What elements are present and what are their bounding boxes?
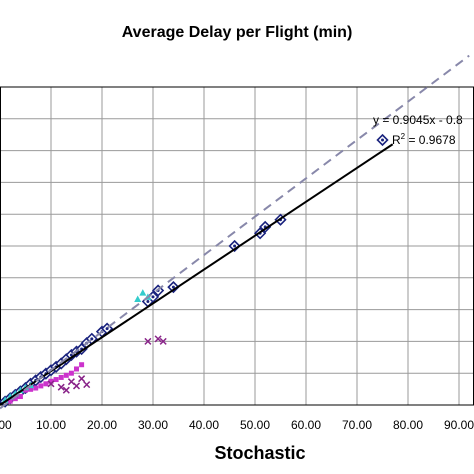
x-point	[159, 337, 167, 345]
square-point	[79, 362, 85, 368]
x-tick-label: 50.00	[240, 418, 270, 432]
diamond-point-center	[151, 295, 155, 299]
diamond-point-center	[146, 300, 150, 304]
square-point	[7, 398, 13, 404]
r-squared-label: R2 = 0.9678	[392, 132, 456, 147]
r-squared-exponent: 2	[401, 132, 406, 141]
r-squared-symbol: R	[392, 133, 401, 147]
square-point	[58, 374, 64, 380]
diamond-point-center	[381, 138, 384, 142]
trend-equation: y = 0.9045x - 0.8	[373, 113, 463, 127]
x-point	[47, 380, 55, 388]
x-tick-label: 30.00	[138, 418, 168, 432]
solid-trendline	[0, 143, 394, 406]
square-point	[63, 372, 69, 378]
x-point	[154, 335, 162, 343]
x-point	[62, 386, 70, 394]
x-tick-label: 60.00	[291, 418, 321, 432]
square-point	[43, 381, 49, 387]
diamond-point-center	[105, 327, 109, 331]
square-point	[68, 370, 74, 376]
x-point	[57, 383, 65, 391]
square-point	[74, 366, 79, 372]
triangle-point	[134, 295, 142, 302]
trendlines	[0, 54, 470, 410]
x-axis-ticks: 0.00 10.00 20.00 30.00 40.00 50.00 60.00 70.00 8…	[0, 418, 474, 432]
x-tick-label: 20.00	[87, 418, 117, 432]
square-point	[48, 378, 54, 384]
chart-title: Average Delay per Flight (min)	[122, 24, 353, 41]
x-tick-label: 80.00	[393, 418, 423, 432]
x-tick-label: 40.00	[189, 418, 219, 432]
x-axis-title: Stochastic	[214, 443, 305, 463]
diamond-point-center	[233, 244, 237, 248]
diamond-point-center	[90, 337, 94, 341]
x-point	[83, 381, 91, 389]
x-tick-label: 70.00	[342, 418, 372, 432]
diamond-point-center	[171, 285, 175, 289]
x-point	[78, 375, 86, 383]
square-point	[33, 385, 39, 391]
square-point	[38, 383, 44, 389]
square-point	[12, 396, 18, 402]
dashed-trendline	[0, 54, 470, 410]
x-tick-label: 90.00	[444, 418, 474, 432]
r-squared-value: = 0.9678	[405, 133, 456, 147]
square-point	[53, 377, 59, 383]
square-point	[17, 394, 23, 400]
x-tick-label: 0.00	[0, 418, 12, 432]
x-point	[72, 382, 81, 390]
triangle-point	[139, 289, 147, 296]
x-point	[144, 337, 152, 345]
square-point	[28, 386, 34, 392]
x-tick-label: 10.00	[36, 418, 66, 432]
